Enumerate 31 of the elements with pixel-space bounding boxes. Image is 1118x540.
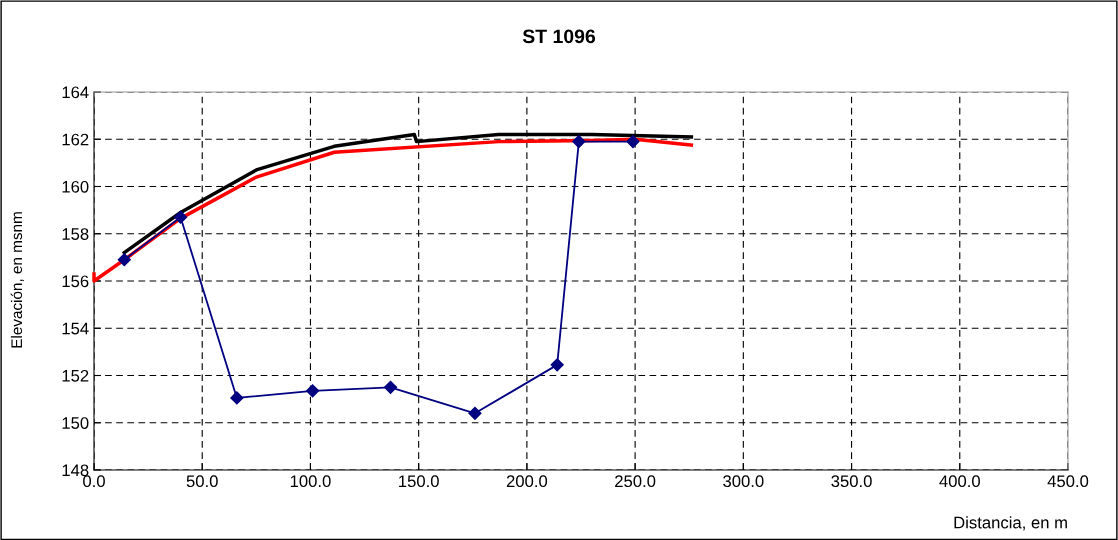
x-tick-label: 150.0 <box>399 475 439 488</box>
x-tick-label: 450.0 <box>1047 475 1089 488</box>
point <box>117 253 131 267</box>
x-tick-label: 400.0 <box>939 475 980 488</box>
point <box>383 380 398 394</box>
x-tick-label: 100.0 <box>290 475 331 488</box>
y-axis-title: Elevación, en msnm <box>10 212 24 348</box>
x-tick-label: 250.0 <box>615 475 656 488</box>
x-tick-label: 200.0 <box>506 475 548 488</box>
x-tick-label: 350.0 <box>831 475 872 488</box>
point <box>550 358 564 372</box>
point <box>230 391 244 405</box>
y-tick-label: 162 <box>62 133 89 146</box>
chart-title: ST 1096 <box>522 29 596 44</box>
x-tick-label: 0.0 <box>83 475 105 488</box>
y-tick-label: 158 <box>62 228 89 240</box>
point <box>173 210 188 224</box>
point <box>468 406 482 420</box>
x-axis-title: Distancia, en m <box>954 516 1067 531</box>
point <box>306 384 320 398</box>
x-tick-label: 50.0 <box>186 475 218 488</box>
point <box>626 135 640 149</box>
y-tick-label: 148 <box>62 464 89 477</box>
y-tick-label: 156 <box>62 275 89 288</box>
y-tick-label: 154 <box>62 322 89 335</box>
y-tick-label: 164 <box>62 86 89 99</box>
x-tick-label: 300.0 <box>723 475 764 488</box>
point <box>572 135 586 149</box>
y-tick-label: 150 <box>62 417 89 429</box>
y-tick-label: 160 <box>62 180 89 193</box>
y-tick-label: 152 <box>62 369 89 382</box>
